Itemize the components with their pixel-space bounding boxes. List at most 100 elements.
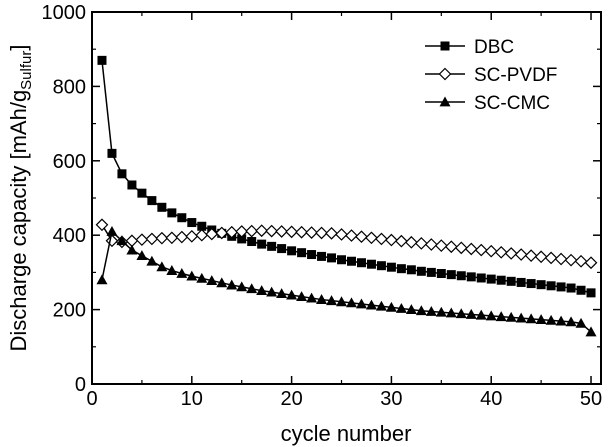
data-point — [145, 232, 159, 246]
data-point — [235, 225, 249, 238]
data-point — [166, 265, 178, 275]
data-point — [564, 253, 578, 267]
data-point — [486, 274, 496, 284]
data-point — [496, 275, 506, 285]
data-point — [107, 148, 117, 158]
data-point — [544, 251, 558, 265]
data-point — [476, 273, 486, 283]
data-point — [355, 230, 368, 244]
data-point — [127, 180, 137, 190]
data-point — [525, 313, 537, 324]
data-point — [366, 259, 376, 269]
y-tick-label: 600 — [53, 151, 86, 173]
data-point — [406, 265, 416, 275]
data-point — [395, 302, 407, 313]
data-point — [147, 196, 157, 206]
data-point — [325, 226, 338, 240]
data-point — [556, 282, 566, 292]
data-point — [584, 256, 598, 270]
x-tick-label: 30 — [380, 388, 402, 410]
data-point — [444, 240, 458, 254]
legend: DBC SC-PVDF SC-CMC — [425, 37, 557, 114]
data-point — [464, 242, 478, 256]
data-point — [376, 261, 386, 271]
data-point — [236, 281, 248, 292]
data-point — [536, 280, 546, 290]
data-point — [317, 251, 327, 261]
data-point — [155, 231, 169, 245]
data-point — [96, 274, 108, 285]
data-point — [454, 241, 468, 255]
data-point — [456, 271, 466, 281]
data-point — [205, 227, 219, 241]
data-point — [95, 218, 109, 232]
data-point — [424, 238, 438, 251]
legend-marker — [439, 96, 451, 107]
data-point — [504, 247, 518, 260]
y-tick-label: 0 — [75, 374, 86, 396]
data-point — [435, 306, 447, 317]
legend-marker — [440, 41, 450, 51]
data-point — [415, 305, 427, 316]
data-point — [216, 277, 228, 288]
data-point — [505, 311, 517, 322]
data-point — [257, 239, 267, 249]
data-point — [136, 250, 148, 261]
data-point — [425, 305, 437, 316]
data-point — [466, 272, 476, 282]
data-point — [206, 275, 218, 285]
data-point — [554, 252, 568, 266]
data-point — [255, 224, 269, 238]
data-point — [386, 262, 396, 272]
legend-label: SC-CMC — [474, 93, 550, 114]
data-point — [566, 283, 576, 293]
data-point — [187, 218, 197, 228]
data-point — [326, 295, 338, 306]
data-point — [485, 310, 497, 321]
data-point — [305, 226, 318, 239]
data-point — [534, 250, 548, 264]
y-axis-label-main: Discharge capacity [mAh/g — [6, 90, 31, 352]
data-point — [307, 250, 317, 260]
data-point — [265, 224, 278, 238]
data-point — [126, 244, 138, 255]
data-point — [276, 288, 288, 299]
data-point — [506, 276, 516, 286]
data-point — [575, 317, 587, 328]
data-point — [586, 288, 596, 298]
data-point — [375, 300, 387, 311]
data-point — [445, 307, 457, 318]
series-sc-pvdf — [95, 218, 598, 270]
data-point — [296, 291, 308, 301]
data-point — [515, 312, 527, 323]
data-point — [165, 231, 179, 245]
data-point — [585, 326, 597, 337]
data-point — [137, 188, 147, 198]
data-point — [237, 234, 247, 244]
data-point — [356, 258, 366, 268]
data-point — [346, 256, 356, 266]
y-tick-label: 200 — [53, 300, 86, 322]
data-point — [516, 277, 526, 287]
data-point — [157, 202, 167, 212]
data-point — [316, 294, 328, 304]
data-point — [267, 241, 277, 251]
y-axis-label-sub: Sulfur — [18, 51, 35, 90]
data-point — [565, 316, 577, 327]
data-point — [245, 224, 259, 238]
data-point — [297, 248, 307, 258]
data-point — [535, 314, 547, 325]
data-point — [426, 267, 436, 277]
data-point — [546, 281, 556, 291]
data-point — [215, 226, 229, 240]
data-point — [416, 266, 426, 276]
data-point — [275, 225, 288, 238]
data-point — [277, 244, 287, 254]
data-point — [266, 286, 278, 297]
y-tick-label: 1000 — [42, 2, 87, 24]
legend-item: SC-CMC — [425, 93, 550, 114]
data-point — [475, 309, 487, 320]
legend-marker — [438, 67, 452, 81]
data-point — [226, 279, 238, 290]
